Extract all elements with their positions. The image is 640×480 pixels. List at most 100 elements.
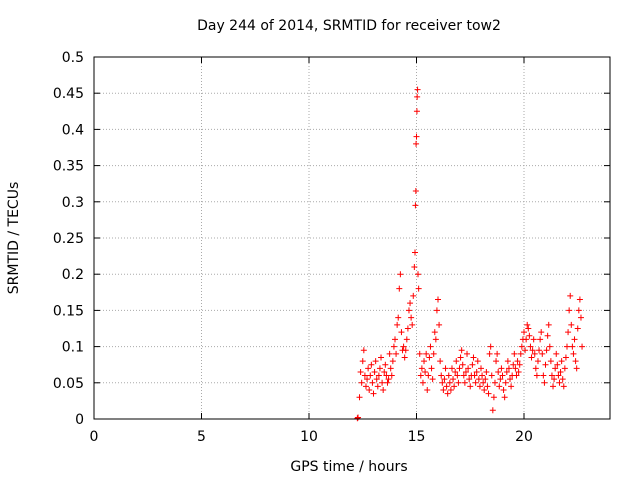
data-point (440, 387, 447, 394)
data-point (478, 365, 484, 372)
tick-labels: 0 0.05 0.1 0.15 0.2 0.25 0.3 0.35 0.4 0.45 0.5 0 5 10… (53, 50, 533, 445)
data-point (358, 379, 365, 386)
data-point (425, 372, 432, 379)
data-point (411, 249, 418, 256)
data-point (504, 358, 511, 365)
data-point (414, 93, 421, 100)
data-point (432, 336, 439, 343)
data-point (568, 321, 575, 328)
data-point (467, 383, 474, 390)
data-point (559, 376, 566, 383)
data-point (430, 350, 437, 357)
data-point (423, 350, 430, 357)
data-point (511, 350, 518, 357)
data-point (370, 390, 377, 397)
data-point (540, 372, 547, 379)
data-point (531, 350, 538, 357)
data-point (418, 365, 425, 372)
data-point (433, 307, 440, 314)
data-point (386, 350, 393, 357)
x-tick-label: 0 (90, 429, 99, 445)
data-point (507, 376, 514, 383)
data-point (378, 354, 385, 361)
data-point (454, 372, 461, 379)
data-point (473, 368, 480, 375)
data-point (472, 379, 479, 386)
data-point (539, 350, 546, 357)
data-point (407, 300, 414, 307)
data-point (376, 365, 383, 372)
data-point (357, 368, 364, 375)
data-point (415, 271, 422, 278)
data-point (408, 314, 415, 321)
data-point (560, 383, 567, 390)
y-tick-label: 0.2 (62, 267, 84, 283)
data-point (543, 347, 550, 354)
data-point (551, 376, 558, 383)
data-point (486, 350, 493, 357)
data-point (487, 343, 494, 350)
data-point (570, 350, 577, 357)
data-point (402, 347, 409, 354)
data-point (512, 365, 519, 372)
data-point (405, 307, 412, 314)
data-point (413, 133, 420, 140)
data-point (431, 329, 438, 336)
data-point (469, 361, 476, 368)
data-point (485, 390, 492, 397)
data-point (396, 285, 403, 292)
data-point (411, 263, 418, 270)
data-point (466, 376, 473, 383)
data-point (390, 343, 397, 350)
data-point (471, 372, 478, 379)
data-point (448, 365, 455, 372)
data-point (354, 415, 361, 422)
data-point (534, 358, 541, 365)
data-point (392, 336, 398, 343)
data-point (493, 358, 500, 365)
data-point (542, 361, 549, 368)
data-point (444, 390, 451, 397)
data-point (461, 379, 468, 386)
data-point (372, 358, 379, 365)
data-point (544, 332, 551, 339)
data-point (400, 343, 407, 350)
data-point (562, 354, 569, 361)
y-tick-label: 0.4 (62, 122, 84, 138)
data-point (361, 372, 368, 379)
data-point (371, 368, 378, 375)
data-point (522, 347, 529, 354)
data-point (495, 368, 502, 375)
data-point (435, 296, 441, 303)
data-point (496, 383, 503, 390)
data-point (502, 379, 509, 386)
data-point (490, 394, 497, 401)
y-tick-label: 0.25 (53, 231, 84, 247)
data-point (561, 365, 568, 372)
data-point (465, 365, 472, 372)
data-point (529, 347, 536, 354)
data-point (409, 321, 416, 328)
data-point (374, 383, 381, 390)
data-point (368, 361, 375, 368)
data-point (439, 379, 446, 386)
data-point (536, 347, 543, 354)
chart-title: Day 244 of 2014, SRMTID for receiver tow… (197, 18, 501, 34)
x-tick-label: 10 (300, 429, 318, 445)
data-point (517, 350, 524, 357)
data-point (577, 314, 584, 321)
data-point (523, 336, 530, 343)
data-point (457, 354, 464, 361)
data-point (552, 365, 559, 372)
data-point (355, 414, 362, 421)
data-point (510, 361, 517, 368)
data-point (525, 325, 532, 332)
data-point (360, 347, 367, 354)
data-point (446, 379, 453, 386)
data-point (546, 343, 553, 350)
data-point (488, 372, 495, 379)
data-point (447, 387, 454, 394)
data-point (441, 376, 448, 383)
data-point (547, 358, 554, 365)
data-point (422, 368, 429, 375)
